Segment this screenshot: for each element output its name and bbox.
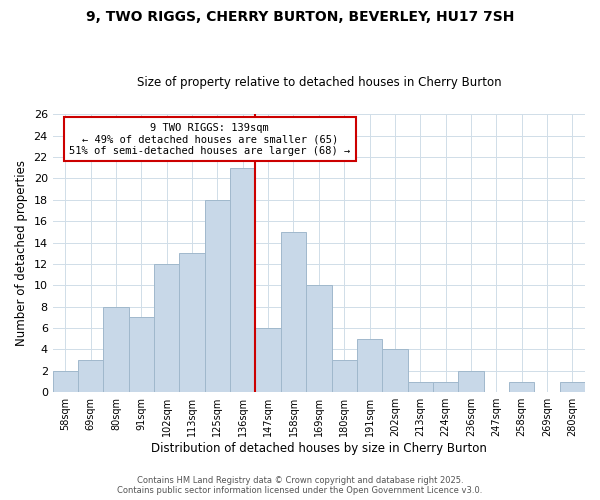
Bar: [458, 371, 484, 392]
Bar: [509, 382, 535, 392]
X-axis label: Distribution of detached houses by size in Cherry Burton: Distribution of detached houses by size …: [151, 442, 487, 455]
Bar: [205, 200, 230, 392]
Bar: [230, 168, 256, 392]
Bar: [433, 382, 458, 392]
Bar: [560, 382, 585, 392]
Text: Contains HM Land Registry data © Crown copyright and database right 2025.
Contai: Contains HM Land Registry data © Crown c…: [118, 476, 482, 495]
Bar: [179, 253, 205, 392]
Bar: [256, 328, 281, 392]
Bar: [357, 339, 382, 392]
Bar: [306, 286, 332, 392]
Bar: [407, 382, 433, 392]
Text: 9, TWO RIGGS, CHERRY BURTON, BEVERLEY, HU17 7SH: 9, TWO RIGGS, CHERRY BURTON, BEVERLEY, H…: [86, 10, 514, 24]
Bar: [382, 350, 407, 392]
Title: Size of property relative to detached houses in Cherry Burton: Size of property relative to detached ho…: [137, 76, 501, 90]
Bar: [129, 318, 154, 392]
Bar: [78, 360, 103, 392]
Bar: [103, 306, 129, 392]
Bar: [281, 232, 306, 392]
Bar: [154, 264, 179, 392]
Y-axis label: Number of detached properties: Number of detached properties: [15, 160, 28, 346]
Bar: [332, 360, 357, 392]
Bar: [53, 371, 78, 392]
Text: 9 TWO RIGGS: 139sqm
← 49% of detached houses are smaller (65)
51% of semi-detach: 9 TWO RIGGS: 139sqm ← 49% of detached ho…: [69, 122, 350, 156]
